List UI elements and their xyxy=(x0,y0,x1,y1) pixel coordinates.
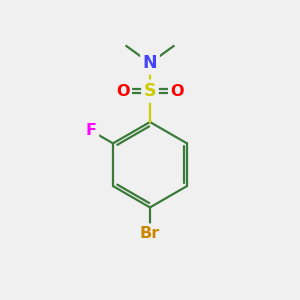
Text: F: F xyxy=(86,123,97,138)
Text: S: S xyxy=(144,82,156,100)
Text: O: O xyxy=(170,84,184,99)
Text: N: N xyxy=(143,54,157,72)
Text: Br: Br xyxy=(140,226,160,241)
Text: O: O xyxy=(116,84,130,99)
